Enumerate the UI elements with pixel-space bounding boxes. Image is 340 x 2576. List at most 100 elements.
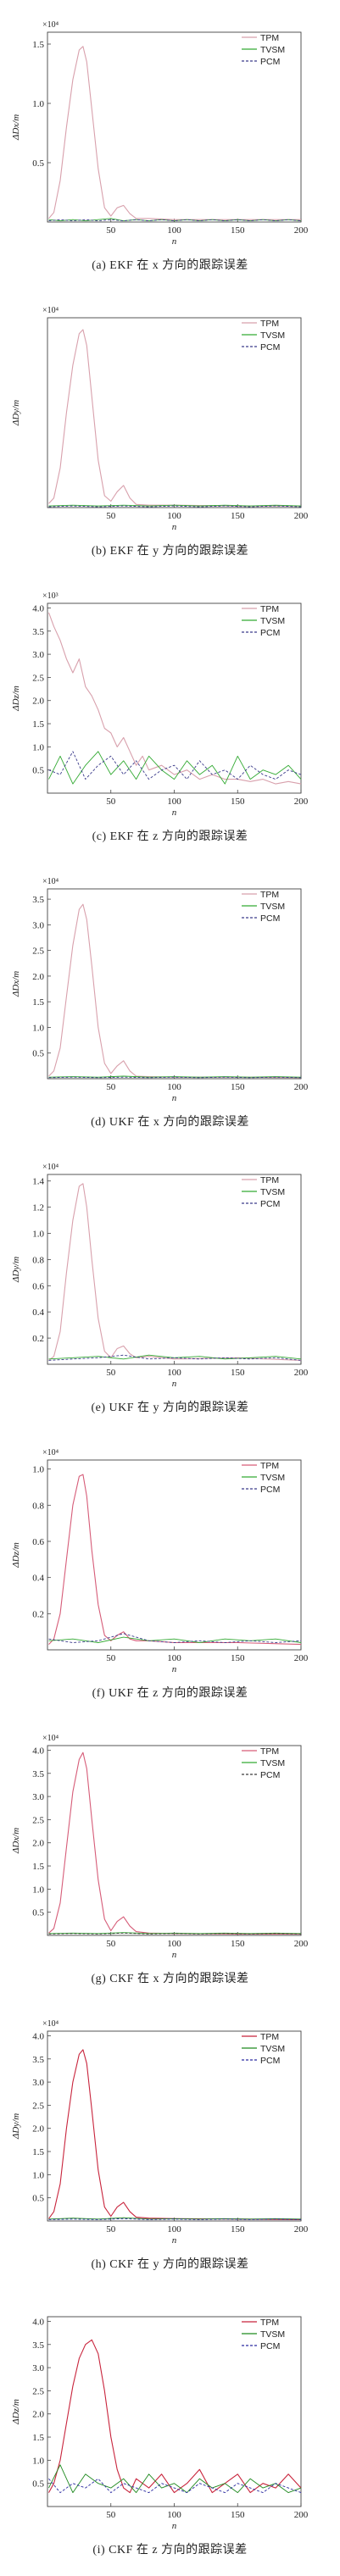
chart-svg: ×10⁴ 0.5 1.0 1.5 2.0 2.5 3.0 3.5 50 100 150 200 n ΔDx… (11, 877, 309, 1103)
y-tick-label: 0.6 (32, 1281, 44, 1291)
figure-caption: (i) CKF 在 z 方向的跟踪误差 (92, 2544, 248, 2557)
y-tick-label: 3.0 (32, 650, 44, 660)
legend-label: TPM (260, 1461, 279, 1471)
chart-svg: ×10⁴ 0.5 1.0 1.5 50 100 150 200 n ΔDx/m TPM TVSM PCM (11, 20, 309, 247)
axis-exponent-label: ×10⁴ (42, 20, 59, 30)
x-axis-label: n (172, 1093, 177, 1103)
axis-exponent-label: ×10³ (42, 591, 59, 601)
legend-label: TVSM (260, 2044, 285, 2054)
y-tick-label: 2.0 (32, 697, 44, 707)
x-tick-label: 200 (294, 511, 309, 521)
legend-label: PCM (260, 913, 280, 924)
legend-label: TVSM (260, 616, 285, 626)
series-line-pcm (48, 2218, 302, 2220)
x-tick-label: 150 (231, 2224, 245, 2235)
series-line-tvsm (48, 1354, 302, 1360)
legend-label: TPM (260, 2318, 279, 2328)
y-tick-label: 2.0 (32, 2124, 44, 2135)
y-axis-label: ΔDy/m (11, 2113, 21, 2140)
x-tick-label: 200 (294, 797, 309, 807)
y-tick-label: 0.8 (32, 1501, 44, 1511)
series-line-tvsm (48, 1636, 302, 1643)
y-axis-label: ΔDy/m (11, 400, 21, 426)
series-line-pcm (48, 2478, 302, 2494)
series-line-tvsm (48, 1075, 302, 1078)
x-tick-label: 100 (167, 797, 181, 807)
figure-caption: (a) EKF 在 x 方向的跟踪误差 (92, 259, 248, 272)
legend-label: TPM (260, 604, 279, 614)
y-tick-label: 1.0 (32, 99, 44, 109)
figure-caption: (g) CKF 在 x 方向的跟踪误差 (91, 1973, 249, 1985)
y-axis-label: ΔDx/m (11, 971, 21, 997)
series-line-tpm (48, 2339, 302, 2494)
figure-caption: (f) UKF 在 z 方向的跟踪误差 (92, 1687, 248, 1700)
y-tick-label: 1.5 (32, 1862, 44, 1872)
y-tick-label: 3.5 (32, 2340, 44, 2351)
x-tick-label: 150 (231, 1368, 245, 1378)
x-axis-label: n (172, 1379, 177, 1389)
x-tick-label: 150 (231, 1082, 245, 1092)
y-tick-label: 1.0 (32, 1885, 44, 1895)
y-tick-label: 0.5 (32, 766, 44, 776)
x-tick-label: 150 (231, 511, 245, 521)
legend-label: TVSM (260, 1187, 285, 1197)
x-tick-label: 100 (167, 1368, 181, 1378)
x-axis-label: n (172, 236, 177, 247)
y-tick-label: 3.5 (32, 895, 44, 905)
legend-label: TPM (260, 33, 279, 43)
series-line-tpm (48, 2049, 302, 2220)
axis-exponent-label: ×10⁴ (42, 1734, 59, 1743)
y-axis-label: ΔDz/m (11, 1542, 21, 1568)
chart-svg: ×10⁴ 0.2 0.4 0.6 0.8 1.0 1.2 1.4 50 100 150 200 n ΔDy… (11, 1163, 309, 1389)
y-tick-label: 4.0 (32, 1746, 44, 1756)
figure-caption: (d) UKF 在 x 方向的跟踪误差 (91, 1116, 249, 1129)
y-tick-label: 3.5 (32, 1769, 44, 1779)
x-tick-label: 200 (294, 2510, 309, 2520)
y-tick-label: 0.5 (32, 1908, 44, 1918)
y-tick-label: 0.5 (32, 158, 44, 169)
chart-panel: ×10⁴ 0.2 0.4 0.6 0.8 1.0 50 100 150 200 n ΔDz/m TPM T… (0, 1428, 340, 1713)
x-tick-label: 50 (106, 1939, 116, 1949)
y-tick-label: 1.5 (32, 719, 44, 730)
chart-svg: ×10⁴ 0.5 1.0 1.5 2.0 2.5 3.0 3.5 4.0 50 100 150 200 n… (11, 1734, 309, 1960)
y-tick-label: 1.5 (32, 40, 44, 50)
y-tick-label: 1.0 (32, 1023, 44, 1033)
y-tick-label: 0.2 (32, 1334, 44, 1344)
y-tick-label: 3.0 (32, 2078, 44, 2088)
chart-panel: ×10⁴ 0.2 0.4 0.6 0.8 1.0 1.2 1.4 50 100 150 200 n ΔDy… (0, 1142, 340, 1428)
legend-label: TVSM (260, 1758, 285, 1768)
legend-label: TPM (260, 1746, 279, 1757)
series-line-pcm (48, 751, 302, 780)
x-axis-label: n (172, 808, 177, 818)
x-tick-label: 50 (106, 511, 116, 521)
y-tick-label: 0.4 (32, 1307, 44, 1318)
legend-label: PCM (260, 57, 280, 67)
series-line-tvsm (48, 1932, 302, 1935)
legend-label: PCM (260, 2341, 280, 2351)
y-tick-label: 2.0 (32, 1839, 44, 1849)
x-tick-label: 200 (294, 1653, 309, 1663)
y-tick-label: 2.5 (32, 2386, 44, 2396)
series-line-tvsm (48, 751, 302, 785)
figure-caption: (e) UKF 在 y 方向的跟踪误差 (91, 1402, 249, 1414)
chart-svg: 0.5 1.0 1.5 2.0 2.5 3.0 3.5 4.0 50 100 150 200 n ΔDz/… (11, 2316, 309, 2531)
x-tick-label: 50 (106, 1653, 116, 1663)
x-tick-label: 150 (231, 2510, 245, 2520)
y-tick-label: 1.5 (32, 997, 44, 1008)
figure-caption: (h) CKF 在 y 方向的跟踪误差 (91, 2258, 249, 2271)
series-line-tvsm (48, 2217, 302, 2220)
y-tick-label: 0.5 (32, 2479, 44, 2490)
x-tick-label: 200 (294, 1368, 309, 1378)
x-tick-label: 50 (106, 2224, 116, 2235)
y-tick-label: 0.6 (32, 1537, 44, 1547)
legend-label: PCM (260, 342, 280, 353)
legend-label: TPM (260, 890, 279, 900)
figure-caption: (c) EKF 在 z 方向的跟踪误差 (92, 830, 248, 843)
x-tick-label: 100 (167, 1082, 181, 1092)
x-tick-label: 100 (167, 511, 181, 521)
y-tick-label: 4.0 (32, 2031, 44, 2041)
y-tick-label: 1.5 (32, 2433, 44, 2443)
x-axis-label: n (172, 2521, 177, 2531)
y-tick-label: 1.0 (32, 2170, 44, 2180)
series-line-tpm (48, 1474, 302, 1646)
